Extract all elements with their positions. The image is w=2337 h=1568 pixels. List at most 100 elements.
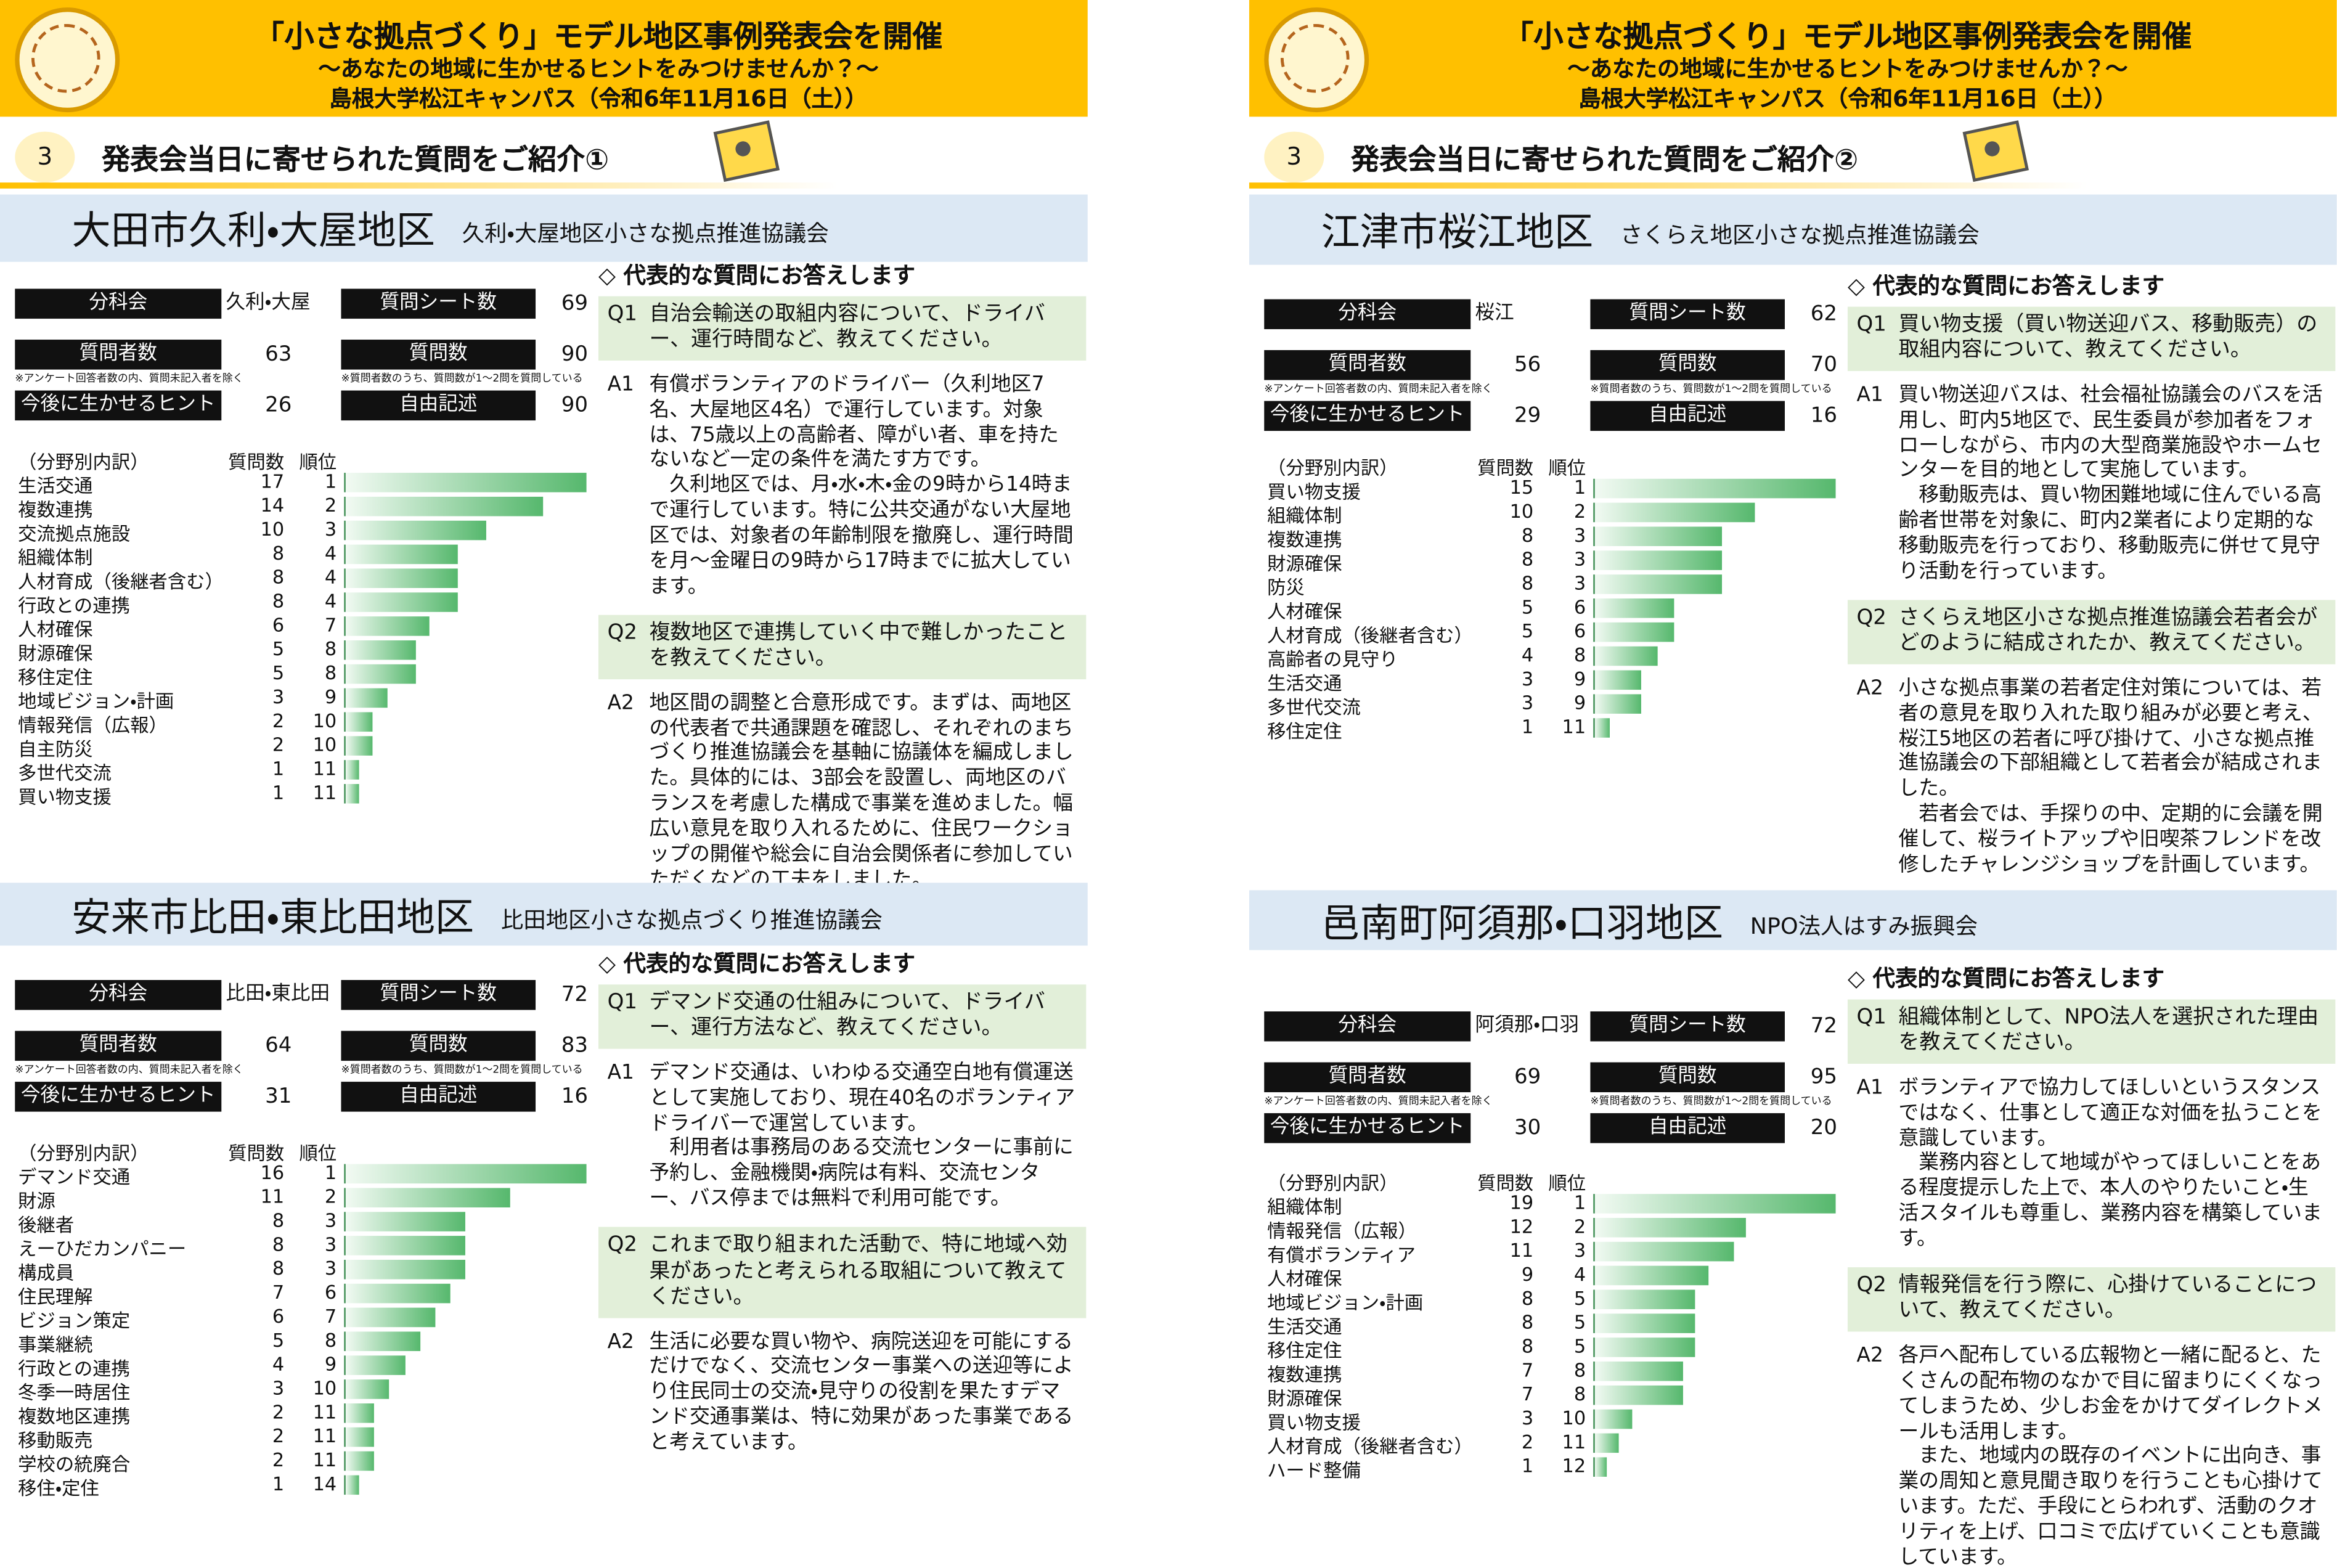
bar — [1593, 646, 1658, 666]
breakdown-label: 買い物支援 — [1267, 480, 1361, 503]
bar — [1593, 1289, 1695, 1310]
stat-note: ※アンケート回答者数の内、質問未記入者を除く — [1264, 1095, 1493, 1108]
stat-label: 質問シート数 — [1590, 299, 1785, 330]
stat-note: ※アンケート回答者数の内、質問未記入者を除く — [15, 1063, 243, 1076]
breakdown-rank: 8 — [324, 637, 337, 660]
stat-label: 質問シート数 — [1590, 1011, 1785, 1042]
bar — [1593, 1241, 1734, 1262]
breakdown-count: 2 — [1521, 1430, 1534, 1453]
bar — [1593, 1265, 1708, 1286]
stat-value: 16 — [1810, 404, 1837, 428]
qa-section: ◇ 代表的な質問にお答えします Q1 組織体制として、NPO法人を選択された理由を教… — [1847, 965, 2336, 1568]
breakdown-label: 交流拠点施設 — [18, 522, 131, 545]
district-band: 江津市桜江地区 さくらえ地区小さな拠点推進協議会 — [1249, 194, 2337, 265]
breakdown-label: 有償ボランティア — [1267, 1243, 1416, 1266]
district-org: NPO法人はすみ振興会 — [1750, 912, 1978, 939]
bar — [1593, 694, 1642, 714]
bar — [1593, 1337, 1695, 1357]
answer-paragraph: 地区間の調整と合意形成です。まずは、両地区の代表者で共通課題を確認し、それぞれの… — [649, 690, 1074, 892]
header-band — [1249, 0, 2337, 117]
district-org: 久利・大屋地区小さな拠点推進協議会 — [462, 219, 829, 247]
breakdown-rank: 7 — [324, 1304, 337, 1328]
question-label: Q1 — [1856, 312, 1886, 337]
district-band: 安来市比田・東比田地区 比田地区小さな拠点づくり推進協議会 — [0, 883, 1088, 946]
breakdown-count: 5 — [1521, 595, 1534, 618]
district-band: 大田市久利・大屋地区 久利・大屋地区小さな拠点推進協議会 — [0, 194, 1088, 262]
answer-label: A2 — [607, 1329, 634, 1354]
breakdown-rank: 4 — [1573, 1262, 1586, 1286]
breakdown-count: 1 — [272, 757, 285, 780]
stat-value: 比田・東比田 — [226, 982, 330, 1006]
stat-note: ※質問者数のうち、質問数が1～2問を質問している — [341, 1063, 583, 1076]
breakdown-rank: 9 — [324, 685, 337, 708]
stat-label: 分科会 — [15, 980, 222, 1010]
breakdown-label: 人材確保 — [18, 618, 93, 640]
header-venue: 島根大学松江キャンパス（令和6年11月16日（土）） — [1578, 85, 2117, 113]
logo — [15, 7, 120, 113]
stat-value: 69 — [561, 292, 589, 316]
bar — [1593, 478, 1836, 499]
question-text: さくらえ地区小さな拠点推進協議会若者会がどのように結成されたか、教えてください。 — [1898, 605, 2318, 656]
bar — [1593, 622, 1674, 642]
stat-value: 70 — [1810, 353, 1837, 377]
stat-note: ※アンケート回答者数の内、質問未記入者を除く — [1264, 383, 1493, 395]
question-text: 複数地区で連携していく中で難しかったことを教えてください。 — [649, 620, 1068, 671]
question-box: Q1 デマンド交通の仕組みについて、ドライバー、運行方法など、教えてください。 — [598, 984, 1087, 1049]
bar — [1593, 1194, 1836, 1214]
breakdown-label: 財源確保 — [1267, 1387, 1342, 1410]
stat-label: 質問数 — [341, 340, 536, 370]
breakdown-count: 3 — [1521, 691, 1534, 714]
breakdown-label: 人材育成（後継者含む） — [18, 570, 224, 593]
breakdown-count: 8 — [272, 589, 285, 612]
answer-paragraph: ボランティアで協力してほしいというスタンスではなく、仕事として適正な対価を払うこ… — [1898, 1075, 2322, 1150]
breakdown-label: 多世代交流 — [18, 761, 112, 785]
stat-label: 質問シート数 — [341, 288, 536, 319]
stat-value: 63 — [265, 342, 292, 367]
breakdown-count: 10 — [260, 517, 285, 541]
breakdown-count: 1 — [1521, 715, 1534, 738]
breakdown-label: 情報発信（広報） — [1267, 1219, 1417, 1242]
breakdown-rank: 1 — [324, 1161, 337, 1184]
stat-label: 自由記述 — [1590, 401, 1785, 431]
breakdown-count: 8 — [1521, 1286, 1534, 1310]
answer-label: A1 — [1856, 1075, 1883, 1100]
stat-value: 56 — [1514, 353, 1541, 377]
breakdown-header: 順位 — [299, 1141, 337, 1164]
bar — [1593, 1217, 1747, 1238]
breakdown-rank: 11 — [1562, 715, 1586, 738]
answer-label: A2 — [1856, 676, 1883, 700]
breakdown-label: 財源確保 — [1267, 552, 1342, 575]
breakdown-label: デマンド交通 — [18, 1166, 131, 1188]
breakdown-label: 移住定住 — [18, 666, 93, 688]
answer-label: A1 — [607, 1060, 634, 1085]
breakdown-rank: 9 — [1573, 667, 1586, 690]
stat-label: 自由記述 — [341, 1082, 536, 1112]
breakdown-header: （分野別内訳） — [1267, 1171, 1398, 1194]
question-text: これまで取り組まれた活動で、特に地域へ効果があったと考えられる取組について教えて… — [649, 1233, 1067, 1310]
breakdown-rank: 10 — [312, 1376, 337, 1399]
breakdown-count: 12 — [1509, 1215, 1534, 1238]
breakdown-rank: 8 — [1573, 1358, 1586, 1381]
breakdown-rank: 6 — [1573, 595, 1586, 618]
breakdown-header: （分野別内訳） — [18, 1141, 149, 1164]
logo-ring — [1280, 23, 1350, 93]
breakdown-label: 人材確保 — [1267, 1267, 1342, 1290]
breakdown-label: 事業継続 — [18, 1333, 93, 1356]
bar — [344, 1283, 451, 1304]
logo-ring — [31, 23, 100, 93]
breakdown-label: 行政との連携 — [18, 1357, 130, 1380]
breakdown-count: 17 — [260, 470, 285, 492]
answer-body: デマンド交通は、いわゆる交通空白地有償運送として実施しており、現在40名のボラン… — [650, 1060, 1077, 1212]
stat-value: 83 — [561, 1034, 589, 1058]
answer-label: A1 — [607, 372, 634, 396]
question-label: Q2 — [607, 1233, 637, 1257]
breakdown-rank: 10 — [312, 733, 337, 756]
breakdown-header: 質問数 — [228, 1141, 285, 1164]
breakdown-rank: 6 — [324, 1280, 337, 1304]
answer: A1 有償ボランティアのドライバー（久利地区7名、大屋地区4名）で運行しています。… — [598, 372, 1086, 600]
question-label: Q2 — [607, 620, 637, 645]
answer-body: 有償ボランティアのドライバー（久利地区7名、大屋地区4名）で運行しています。対象… — [650, 372, 1077, 600]
qa-heading: ◇ 代表的な質問にお答えします — [1847, 965, 2165, 992]
header-band — [0, 0, 1088, 117]
stat-value: 26 — [265, 393, 292, 418]
